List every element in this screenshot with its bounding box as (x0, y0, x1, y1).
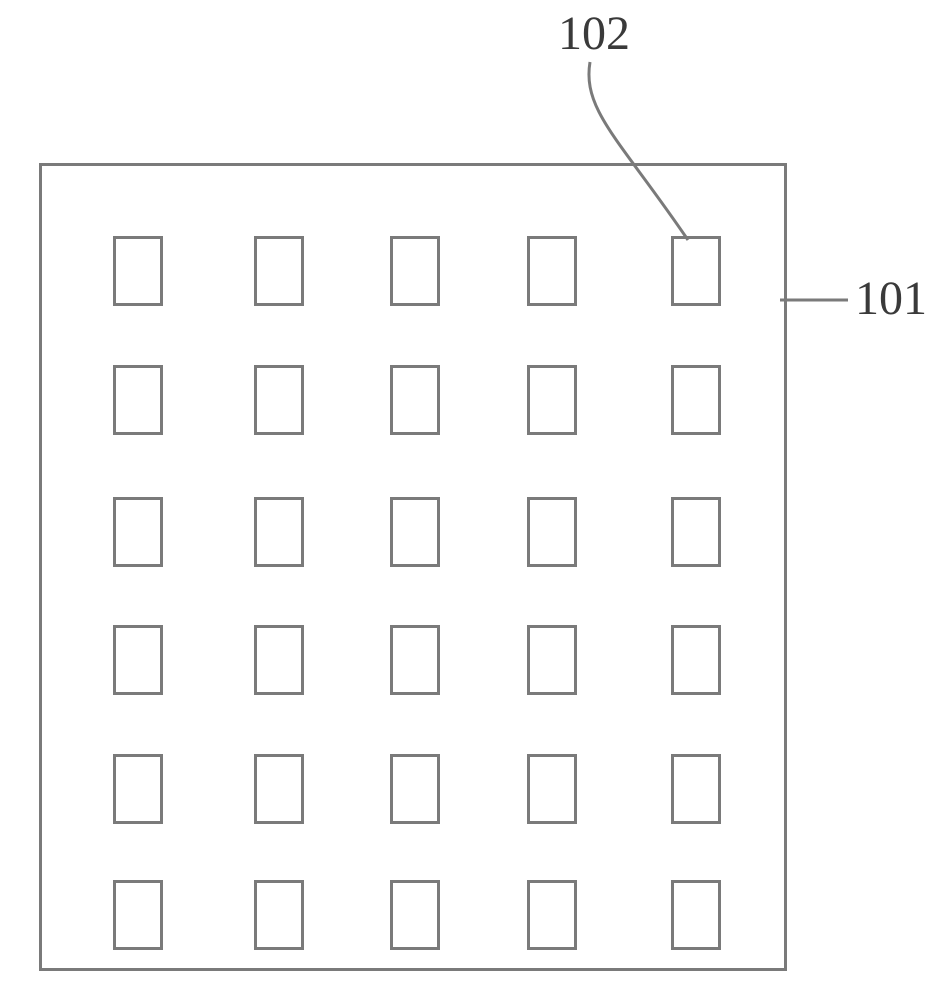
reference-label-102: 102 (558, 6, 630, 61)
diagram-canvas: 102 101 (0, 0, 942, 991)
reference-label-101: 101 (855, 271, 927, 326)
leader-line-101 (0, 0, 942, 991)
